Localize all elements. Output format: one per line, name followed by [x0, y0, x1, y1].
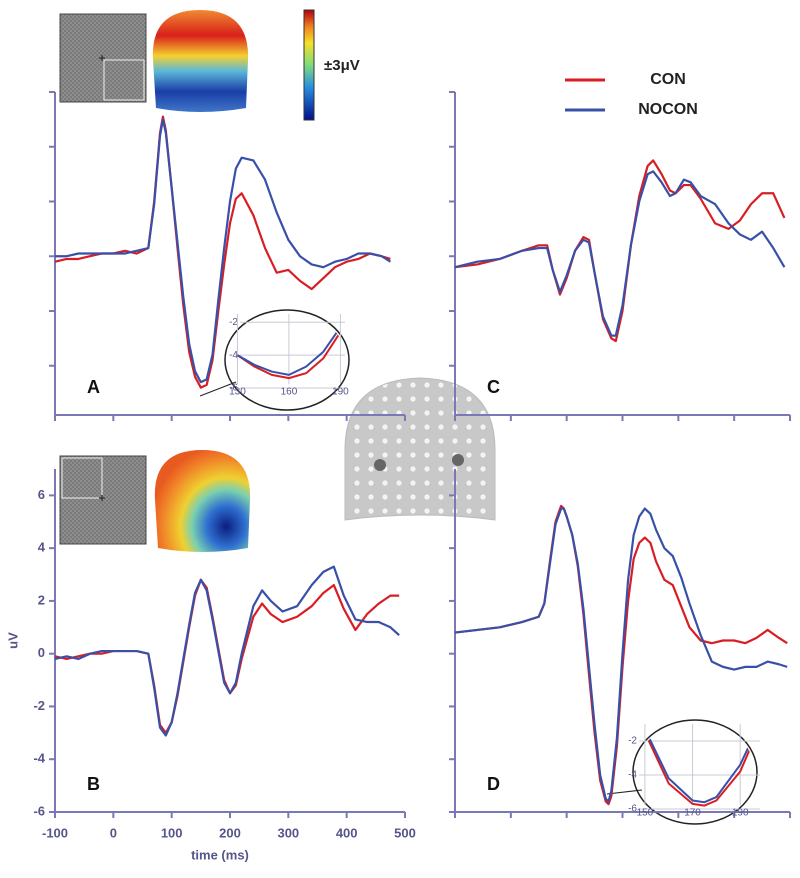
series-group [454, 504, 788, 806]
x-tick-label: 200 [219, 825, 241, 840]
x-axis-label: time (ms) [191, 847, 249, 862]
head-model [344, 377, 496, 521]
inset-pointer [606, 789, 643, 795]
series-group [54, 565, 400, 737]
series-line [55, 118, 392, 384]
x-tick-label: 0 [110, 825, 117, 840]
topomap-a [152, 10, 249, 112]
panel-label: D [487, 774, 500, 794]
inset-chart: -2 -4 -6 150 170 190 [628, 723, 760, 819]
y-tick-label: -2 [33, 698, 45, 713]
series-line [644, 727, 755, 807]
series-group [54, 115, 392, 389]
y-tick-label: -4 [628, 770, 637, 781]
stimulus-b [59, 455, 147, 545]
colorbar [303, 9, 315, 121]
x-tick-label: -100 [42, 825, 68, 840]
series-group [454, 159, 786, 343]
y-tick-label: 0 [38, 645, 45, 660]
y-tick-label: 4 [38, 540, 46, 555]
topomap-b [154, 450, 251, 552]
x-tick-label: 300 [277, 825, 299, 840]
x-tick-label: 190 [332, 387, 349, 398]
panel-label: C [487, 377, 500, 397]
x-tick-label: 160 [281, 387, 298, 398]
panel-label: B [87, 774, 100, 794]
y-tick-label: -6 [229, 383, 238, 394]
y-tick-label: -2 [628, 736, 637, 747]
y-tick-label: 2 [38, 592, 45, 607]
series-group [644, 723, 755, 807]
series-line [236, 316, 347, 380]
series-line [644, 723, 755, 804]
panel: D [449, 469, 791, 818]
y-tick-label: -4 [229, 350, 238, 361]
series-line [454, 170, 786, 337]
x-tick-label: 130 [229, 387, 246, 398]
series-line [454, 507, 788, 803]
x-tick-label: 100 [161, 825, 183, 840]
x-tick-label: 400 [336, 825, 358, 840]
inset-frame [224, 309, 350, 411]
x-tick-label: 190 [732, 808, 749, 819]
legend-label: CON [650, 71, 686, 88]
y-tick-label: 6 [38, 487, 45, 502]
panel: -6 -4 -2 0 2 4 6 -100 0 100 200 300 400 500 time (ms) u… [5, 469, 416, 862]
inset-frame [632, 719, 758, 825]
series-line [54, 565, 400, 737]
y-tick-label: -4 [33, 751, 45, 766]
y-tick-label: -6 [628, 804, 637, 815]
x-tick-label: 170 [684, 808, 701, 819]
y-tick-label: -6 [33, 803, 45, 818]
inset-pointer [199, 381, 237, 397]
x-tick-label: 500 [394, 825, 416, 840]
panel-label: A [87, 377, 100, 397]
y-tick-label: -2 [229, 317, 238, 328]
colorbar-label: ±3μV [324, 57, 360, 74]
y-axis-label: uV [5, 632, 20, 649]
x-tick-label: 150 [637, 808, 654, 819]
legend-label: NOCON [638, 101, 698, 118]
panel: A [49, 91, 406, 421]
stimulus-a [59, 13, 147, 103]
panel: C CON NOCON [449, 71, 791, 421]
